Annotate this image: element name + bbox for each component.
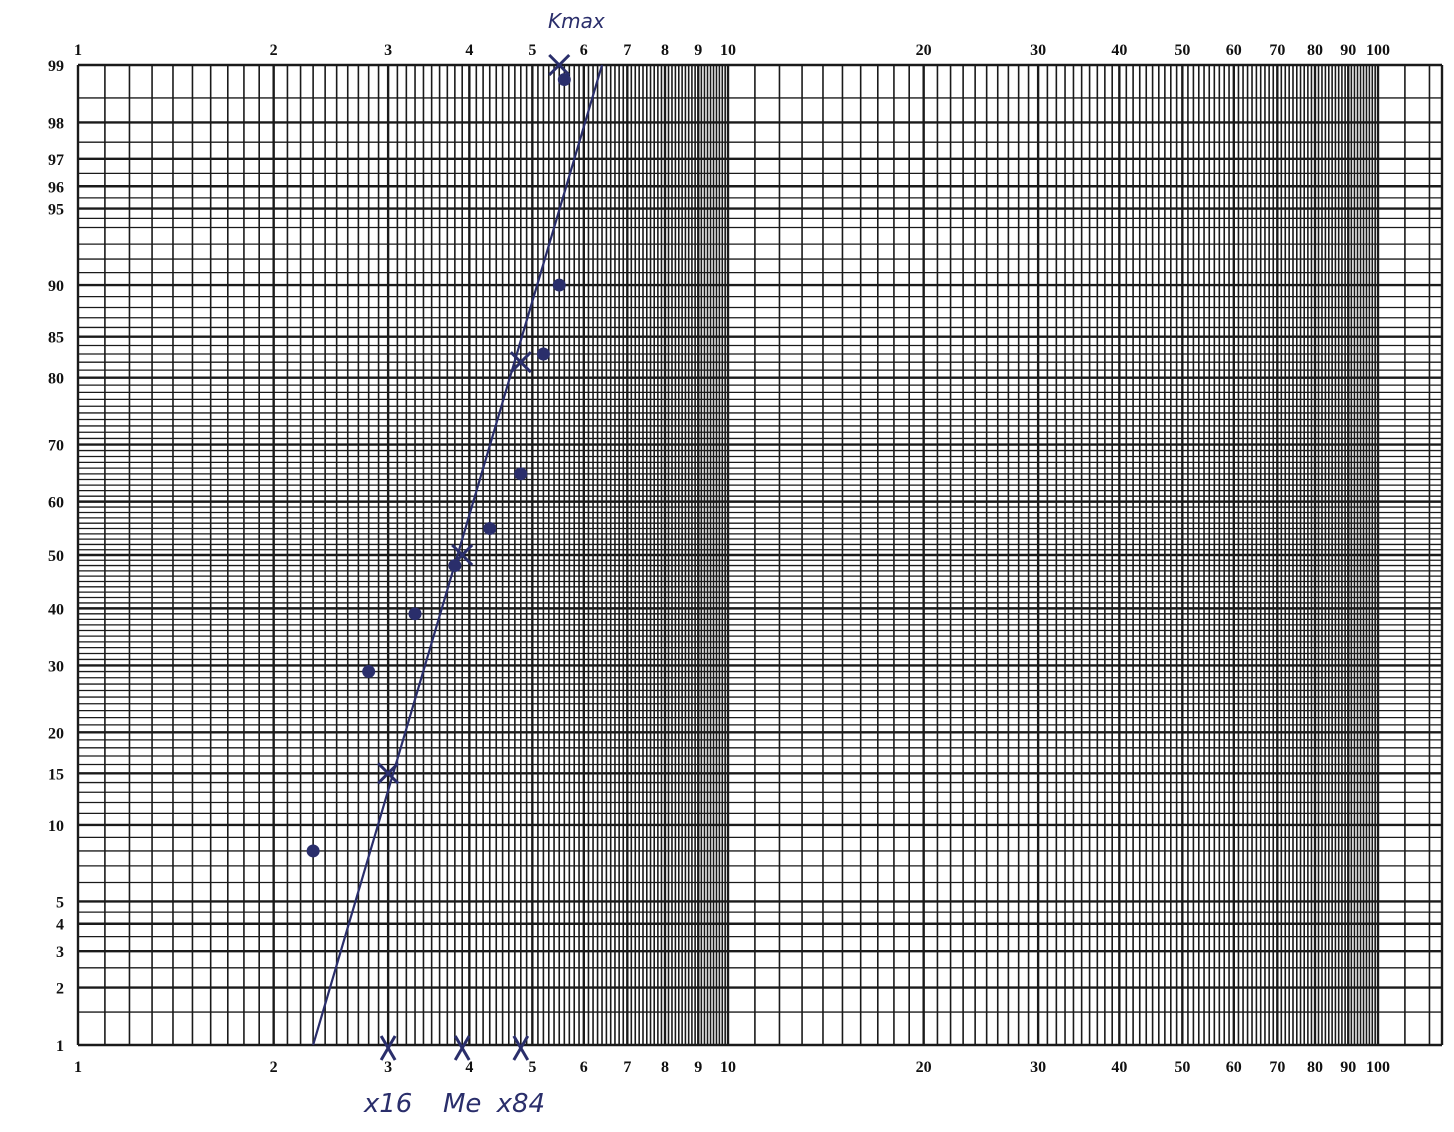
- x-tick-label-bottom: 7: [623, 1059, 631, 1076]
- data-point: [514, 467, 528, 481]
- data-point: [536, 347, 550, 361]
- fit-line-group: [312, 64, 604, 1046]
- x-tick-label-top: 100: [1366, 42, 1390, 59]
- x-tick-label-top: 3: [384, 42, 392, 59]
- x-tick-label-bottom: 3: [384, 1059, 392, 1076]
- x-tick-label-top: 50: [1174, 42, 1190, 59]
- axis-marker-stroke: [453, 1035, 471, 1061]
- y-tick-label: 97: [48, 152, 64, 169]
- x-tick-label-top: 8: [661, 42, 669, 59]
- x-tick-label-bottom: 6: [580, 1059, 588, 1076]
- y-tick-label: 15: [48, 766, 64, 783]
- data-point: [557, 73, 571, 87]
- x-tick-labels-top: 1 2 3 4 5 6 7 8 9 10 20 30 40 50 60 70 80 90 100: [74, 42, 1390, 59]
- cross-stroke: [451, 543, 474, 567]
- axis-marker: x84: [496, 1035, 545, 1119]
- y-tick-label: 50: [48, 548, 64, 565]
- y-tick-label: 98: [48, 115, 64, 132]
- x-tick-label-bottom: 5: [528, 1059, 536, 1076]
- x-tick-label-top: 80: [1307, 42, 1323, 59]
- x-tick-label-top: 40: [1111, 42, 1127, 59]
- x-tick-label-top: 5: [528, 42, 536, 59]
- y-tick-label: 95: [48, 202, 64, 219]
- y-tick-label: 70: [48, 438, 64, 455]
- y-tick-label: 30: [48, 658, 64, 675]
- x-tick-label-bottom: 10: [720, 1059, 736, 1076]
- y-tick-label: 40: [48, 601, 64, 618]
- axis-markers: x16 Me x84: [363, 1035, 545, 1119]
- x-tick-label-bottom: 30: [1030, 1059, 1046, 1076]
- x-tick-label-top: 7: [623, 42, 631, 59]
- y-tick-label: 80: [48, 371, 64, 388]
- data-point: [306, 844, 320, 858]
- x-tick-label-bottom: 2: [270, 1059, 278, 1076]
- cross-stroke: [548, 53, 571, 77]
- x-tick-label-bottom: 40: [1111, 1059, 1127, 1076]
- plot-grid: [76, 63, 1444, 1047]
- axis-marker-label: Me: [443, 1089, 481, 1119]
- x-tick-label-bottom: 8: [661, 1059, 669, 1076]
- y-tick-label: 4: [56, 917, 64, 934]
- x-tick-label-bottom: 50: [1174, 1059, 1190, 1076]
- cross-stroke: [509, 351, 532, 374]
- y-tick-label: 2: [56, 981, 64, 998]
- x-tick-label-bottom: 90: [1340, 1059, 1356, 1076]
- x-tick-label-top: 60: [1226, 42, 1242, 59]
- x-tick-label-top: 2: [270, 42, 278, 59]
- y-tick-label: 1: [56, 1038, 64, 1055]
- axis-marker-stroke: [379, 1035, 397, 1061]
- x-tick-label-bottom: 80: [1307, 1059, 1323, 1076]
- data-point: [552, 278, 566, 292]
- cross-marker: [451, 543, 474, 567]
- data-point: [448, 559, 462, 573]
- fit-line: [312, 64, 604, 1046]
- x-tick-label-top: 20: [916, 42, 932, 59]
- y-tick-label: 5: [56, 894, 64, 911]
- axis-marker: x16: [363, 1035, 412, 1119]
- y-tick-label: 60: [48, 495, 64, 512]
- x-tick-label-top: 9: [694, 42, 702, 59]
- axis-marker-label: x84: [496, 1089, 545, 1119]
- x-tick-label-bottom: 1: [74, 1059, 82, 1076]
- y-tick-label: 85: [48, 330, 64, 347]
- y-tick-label: 96: [48, 179, 64, 196]
- axis-marker-label: x16: [363, 1089, 412, 1119]
- x-tick-label-bottom: 4: [465, 1059, 473, 1076]
- cross-stroke: [377, 762, 400, 785]
- x-tick-label-top: 30: [1030, 42, 1046, 59]
- y-tick-label: 3: [56, 944, 64, 961]
- cross-markers: [377, 53, 571, 785]
- x-tick-labels-bottom: 1 2 3 4 5 6 7 8 9 10 20 30 40 50 60 70 80 90 100: [74, 1059, 1390, 1076]
- x-tick-label-bottom: 9: [694, 1059, 702, 1076]
- data-point: [483, 522, 497, 536]
- x-tick-label-top: 70: [1269, 42, 1285, 59]
- axis-marker: Me: [443, 1035, 481, 1119]
- y-tick-label: 90: [48, 278, 64, 295]
- x-tick-label-top: 1: [74, 42, 82, 59]
- x-tick-label-bottom: 70: [1269, 1059, 1285, 1076]
- cross-marker: [377, 762, 400, 785]
- y-tick-label: 10: [48, 818, 64, 835]
- data-points: [306, 73, 571, 858]
- cross-marker: [548, 53, 571, 77]
- y-tick-labels: 1 2 3 4 5 10 15 20 30 40 50 60 70 80 85 90 95 96 97 98 99: [48, 58, 64, 1055]
- data-point: [362, 665, 376, 679]
- y-tick-label: 20: [48, 725, 64, 742]
- axis-marker-stroke: [512, 1035, 530, 1061]
- x-tick-label-bottom: 60: [1226, 1059, 1242, 1076]
- x-tick-label-top: 6: [580, 42, 588, 59]
- x-tick-label-top: 10: [720, 42, 736, 59]
- x-tick-label-bottom: 100: [1366, 1059, 1390, 1076]
- x-tick-label-top: 90: [1340, 42, 1356, 59]
- data-point: [408, 607, 422, 621]
- kmax-annotation: Kmax: [548, 9, 605, 33]
- x-tick-label-bottom: 20: [916, 1059, 932, 1076]
- x-tick-label-top: 4: [465, 42, 473, 59]
- y-tick-label: 99: [48, 58, 64, 75]
- cross-marker: [509, 351, 532, 374]
